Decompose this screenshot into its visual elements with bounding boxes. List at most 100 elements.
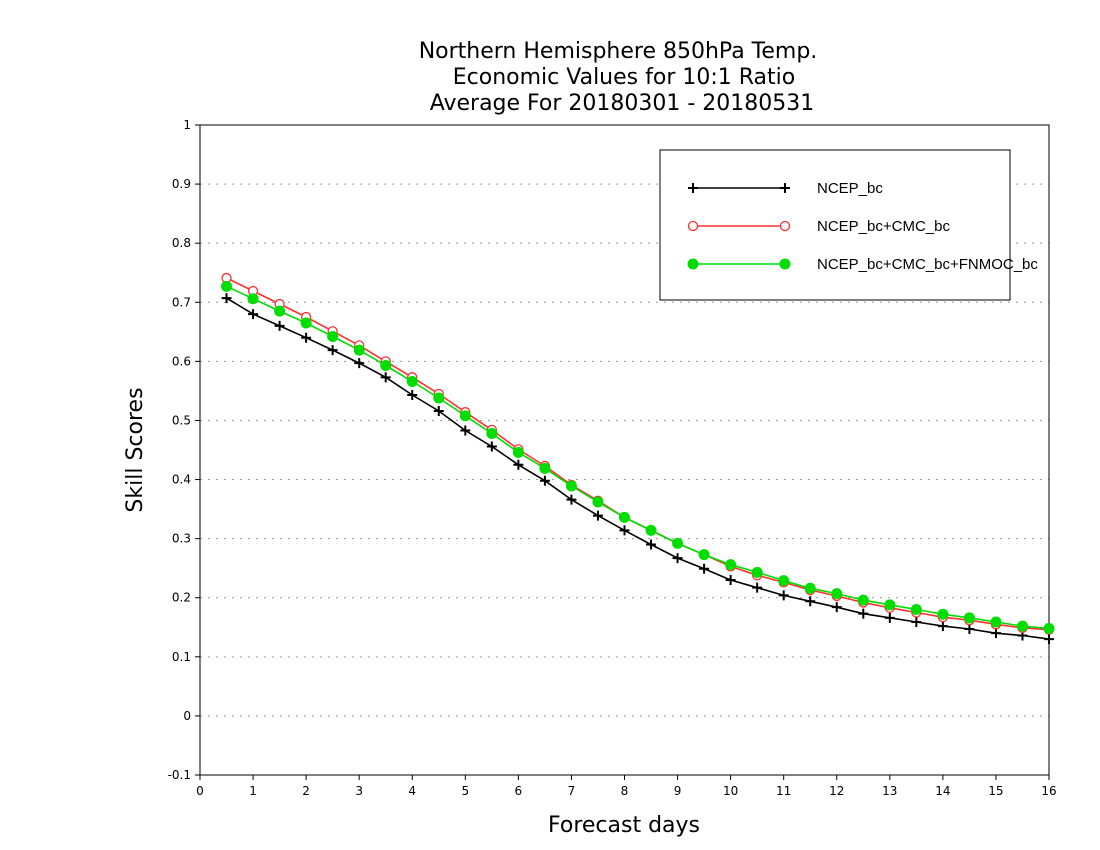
data-point (805, 596, 816, 607)
x-axis: 0 1 2 3 4 5 6 7 8 9 10 11 12 13 14 15 16 (196, 775, 1057, 798)
data-point (672, 537, 684, 549)
y-tick-label: 0.2 (172, 591, 191, 605)
legend-marker (688, 183, 698, 193)
data-point (725, 559, 737, 571)
data-point (354, 358, 365, 369)
data-point (592, 510, 603, 521)
data-point (512, 446, 524, 458)
data-point (460, 425, 471, 436)
data-point (699, 563, 710, 574)
data-point (804, 582, 816, 594)
data-point (990, 628, 1001, 639)
y-tick-label: -0.1 (168, 768, 191, 782)
series-1 (221, 293, 1054, 645)
data-point (672, 553, 683, 564)
data-point (1044, 634, 1054, 645)
x-tick-label: 10 (723, 784, 738, 798)
y-tick-label: 0.3 (172, 532, 191, 546)
data-point (380, 372, 391, 383)
legend-marker (779, 220, 791, 232)
data-point (301, 332, 312, 343)
series-line (226, 285, 1050, 630)
x-tick-label: 9 (674, 784, 682, 798)
data-point (380, 360, 392, 371)
chart-title-line-3: Average For 20180301 - 20180531 (430, 91, 815, 116)
legend-label: NCEP_bc+CMC_bc+FNMOC_bc (817, 256, 1038, 273)
data-point (911, 616, 922, 627)
chart-title: Northern Hemisphere 850hPa Temp. Economi… (419, 39, 818, 116)
data-point (937, 608, 949, 620)
legend-item: NCEP_bc (688, 180, 883, 197)
legend-marker (779, 258, 791, 270)
data-point (327, 331, 339, 343)
x-tick-label: 13 (882, 784, 897, 798)
data-point (565, 480, 577, 492)
legend-marker (687, 220, 699, 232)
data-point (884, 612, 895, 623)
x-tick-label: 7 (568, 784, 576, 798)
x-tick-label: 12 (829, 784, 844, 798)
data-point (327, 345, 338, 356)
data-point (433, 406, 444, 416)
data-point (1043, 622, 1055, 634)
data-point (353, 344, 365, 356)
gridlines (200, 183, 1049, 717)
data-point (486, 441, 497, 452)
x-tick-label: 14 (935, 784, 950, 798)
y-axis-label: Skill Scores (123, 387, 148, 512)
y-tick-label: 1 (183, 118, 191, 132)
data-point (274, 305, 286, 317)
y-tick-label: 0.8 (172, 236, 191, 250)
data-point (459, 410, 471, 422)
data-point (513, 459, 524, 470)
data-point (884, 599, 896, 611)
data-point (831, 588, 843, 600)
y-tick-label: 0.1 (172, 650, 191, 664)
y-tick-label: 0.4 (172, 473, 191, 487)
series-2 (221, 272, 1055, 635)
series-line (226, 277, 1050, 631)
data-point (752, 582, 763, 593)
data-point (964, 624, 975, 635)
y-tick-label: 0.5 (172, 413, 191, 427)
y-tick-label: 0.9 (172, 177, 191, 191)
data-point (698, 549, 710, 561)
data-point (486, 427, 498, 439)
legend-marker (780, 183, 790, 193)
data-point (910, 604, 922, 616)
data-point (778, 575, 790, 587)
data-point (725, 575, 736, 585)
y-tick-label: 0.6 (172, 354, 191, 368)
data-point (857, 594, 869, 606)
legend-item: NCEP_bc+CMC_bc+FNMOC_bc (687, 256, 1038, 273)
data-point (592, 496, 604, 508)
chart-title-line-2: Economic Values for 10:1 Ratio (453, 65, 795, 90)
x-tick-label: 4 (408, 784, 416, 798)
x-tick-label: 3 (355, 784, 363, 798)
legend-item: NCEP_bc+CMC_bc (687, 218, 950, 235)
data-point (433, 392, 445, 404)
x-tick-label: 1 (249, 784, 257, 798)
series-layer (221, 272, 1055, 645)
data-point (831, 602, 842, 613)
data-point (407, 390, 418, 401)
data-point (646, 539, 657, 550)
data-point (274, 320, 285, 331)
legend-label: NCEP_bc+CMC_bc (817, 218, 950, 235)
data-point (778, 590, 789, 601)
x-tick-label: 15 (988, 784, 1003, 798)
data-point (619, 511, 630, 523)
x-tick-label: 16 (1041, 784, 1056, 798)
series-line (226, 297, 1050, 640)
x-tick-label: 11 (776, 784, 791, 798)
y-axis: -0.1 0 0.1 0.2 0.3 0.4 0.5 0.6 0.7 0.8 0.9 1 (168, 118, 200, 782)
chart-title-line-1: Northern Hemisphere 850hPa Temp. (419, 39, 818, 64)
x-axis-label: Forecast days (548, 813, 700, 838)
data-point (539, 462, 551, 474)
x-tick-label: 2 (302, 784, 310, 798)
data-point (858, 608, 869, 619)
series-3 (221, 280, 1055, 634)
data-point (566, 494, 577, 505)
data-point (248, 309, 259, 320)
